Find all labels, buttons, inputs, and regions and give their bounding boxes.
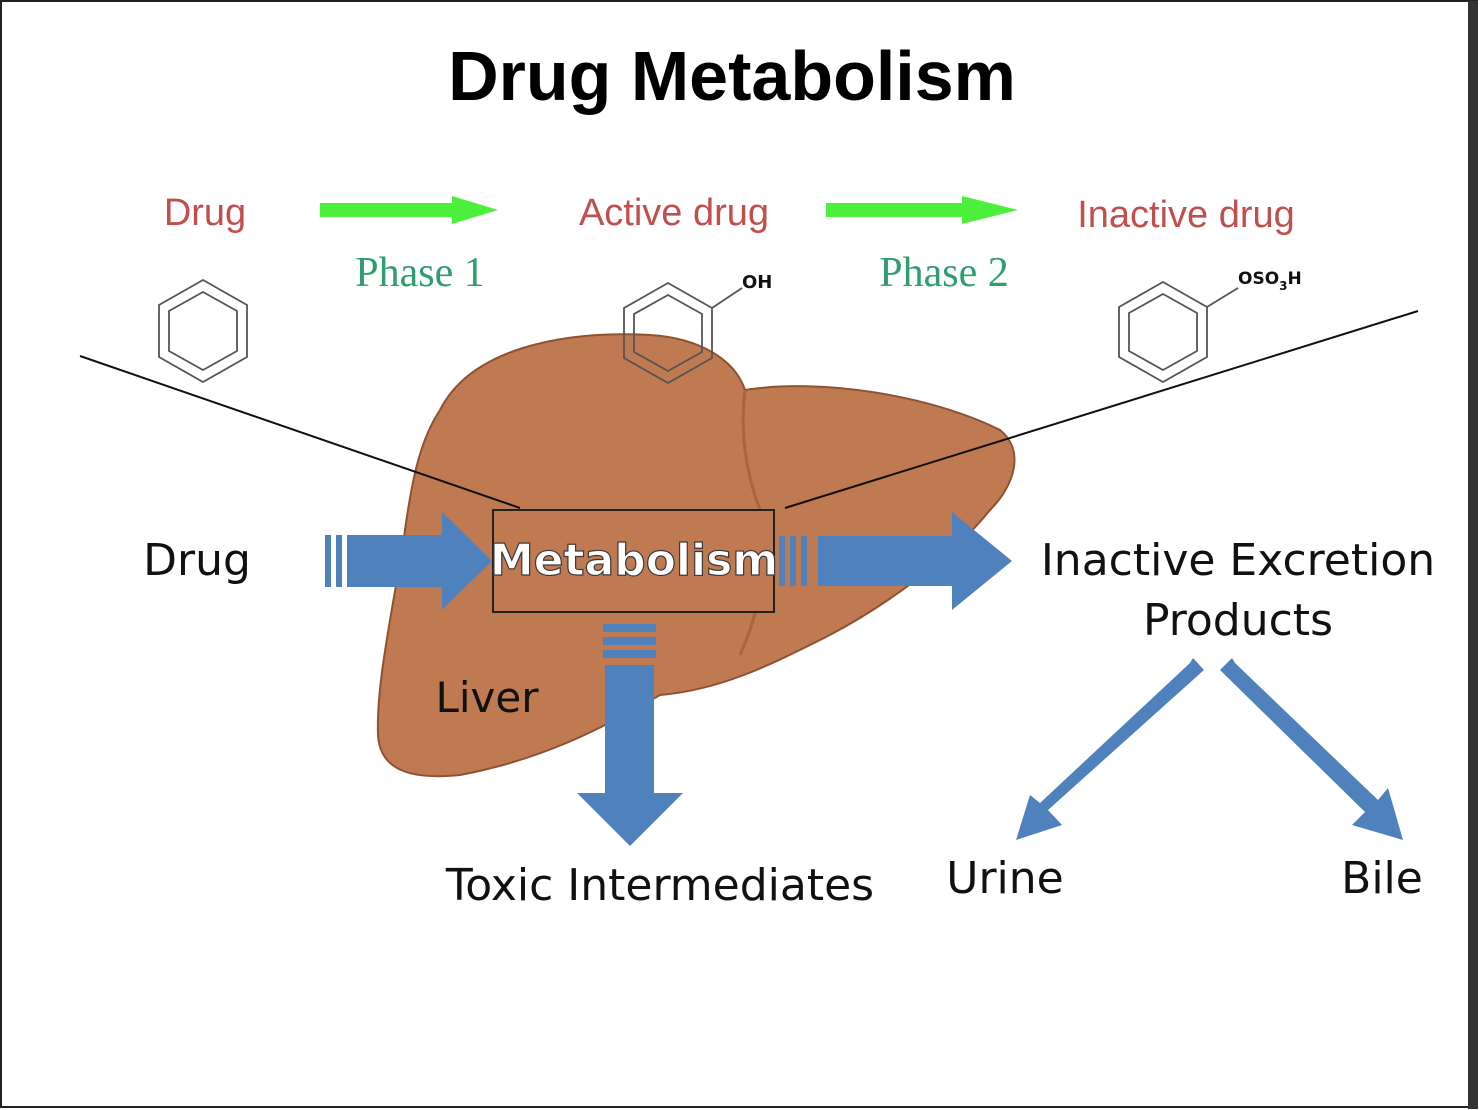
page-title: Drug Metabolism — [448, 37, 1016, 115]
zoom-line-right — [784, 310, 1419, 509]
excretion-label-line1: Inactive Excretion — [1041, 535, 1435, 586]
reaction-drug-label: Drug — [164, 192, 246, 234]
toxic-intermediates-label: Toxic Intermediates — [445, 860, 874, 911]
bile-label: Bile — [1341, 853, 1423, 904]
benzene-molecule-icon — [158, 278, 248, 384]
sulfate-molecule-icon — [1118, 280, 1239, 384]
zoom-line-left — [79, 355, 521, 509]
drug-input-arrow — [325, 512, 492, 610]
liver-label: Liver — [435, 673, 539, 722]
reaction-active-drug-label: Active drug — [579, 192, 769, 234]
phase2-label: Phase 2 — [879, 250, 1009, 296]
toxic-output-arrow — [577, 624, 683, 846]
urine-label: Urine — [946, 853, 1063, 904]
metabolism-label: Metabolism — [490, 535, 778, 586]
excretion-output-arrow — [779, 512, 1012, 610]
excretion-label-line2: Products — [1143, 595, 1333, 646]
phase1-label: Phase 1 — [355, 250, 485, 296]
phase2-arrow — [826, 196, 1018, 224]
phenol-molecule-icon — [623, 281, 743, 385]
oh-group-label: OH — [742, 272, 772, 293]
reaction-inactive-drug-label: Inactive drug — [1077, 194, 1295, 236]
phase1-arrow — [320, 196, 498, 224]
urine-arrow — [1016, 658, 1204, 840]
flow-drug-label: Drug — [143, 535, 251, 586]
bile-arrow — [1220, 658, 1403, 840]
slide-shadow — [1468, 1, 1478, 1109]
metabolism-box — [492, 509, 775, 613]
oso3h-group-label: OSO3H — [1238, 269, 1302, 293]
